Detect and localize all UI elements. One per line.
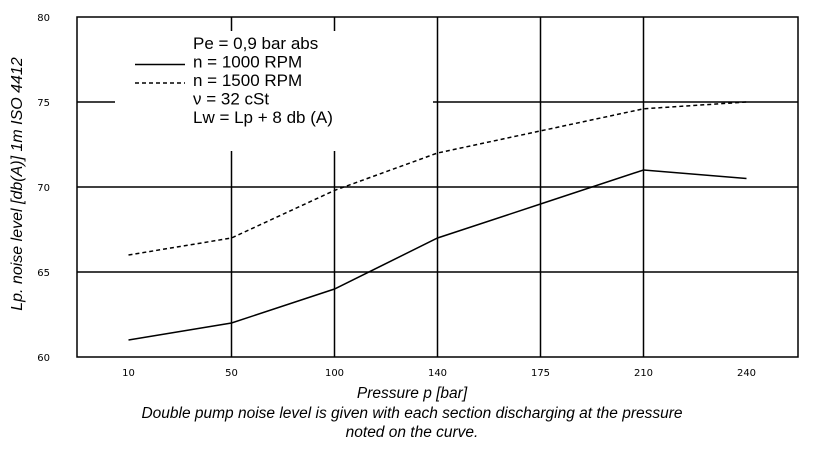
- legend-line-1: n = 1000 RPM: [193, 53, 302, 72]
- caption-line-2: noted on the curve.: [345, 424, 479, 441]
- series-layer: [128, 101, 747, 341]
- caption-line-1: Double pump noise level is given with ea…: [141, 405, 683, 422]
- y-tick-labels: 60 65 70 75 80: [37, 13, 50, 364]
- y-tick-label-3: 75: [37, 98, 50, 109]
- x-tick-label-5: 210: [634, 368, 653, 379]
- x-tick-label-6: 240: [737, 368, 756, 379]
- x-tick-label-3: 140: [428, 368, 447, 379]
- y-tick-label-4: 80: [37, 13, 50, 24]
- x-tick-label-1: 50: [225, 368, 238, 379]
- legend-background: [115, 31, 433, 151]
- y-tick-label-0: 60: [37, 353, 50, 364]
- y-tick-label-2: 70: [37, 183, 50, 194]
- legend-line-4: Lw = Lp + 8 db (A): [193, 108, 333, 127]
- x-tick-label-4: 175: [531, 368, 550, 379]
- x-tick-labels: 10 50 100 140 175 210 240: [122, 368, 756, 379]
- legend-line-0: Pe = 0,9 bar abs: [193, 34, 318, 53]
- legend-line-2: n = 1500 RPM: [193, 71, 302, 90]
- y-tick-label-1: 65: [37, 268, 50, 279]
- legend-line-3: ν = 32 cSt: [193, 90, 269, 109]
- x-tick-label-2: 100: [325, 368, 344, 379]
- y-axis-label: Lp. noise level [db(A)] 1m ISO 4412: [9, 57, 26, 311]
- x-tick-label-0: 10: [122, 368, 135, 379]
- x-axis-label: Pressure p [bar]: [356, 385, 468, 402]
- series-line-0: [128, 169, 747, 341]
- plot-frame: [76, 16, 799, 358]
